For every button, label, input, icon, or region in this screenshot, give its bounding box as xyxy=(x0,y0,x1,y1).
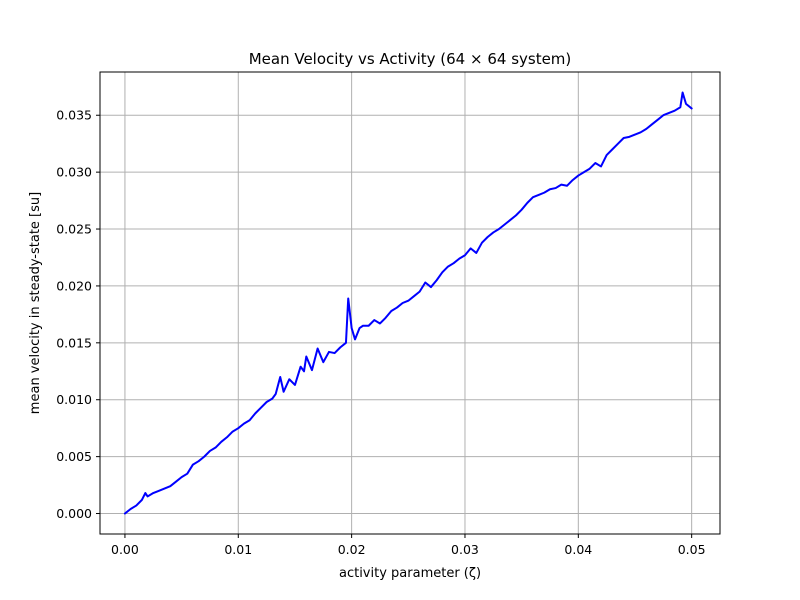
x-tick-label: 0.03 xyxy=(451,542,479,557)
y-tick-label: 0.015 xyxy=(56,335,92,350)
y-tick-label: 0.025 xyxy=(56,222,92,237)
y-tick-label: 0.000 xyxy=(56,506,92,521)
chart-title: Mean Velocity vs Activity (64 × 64 syste… xyxy=(249,50,572,68)
x-tick-label: 0.00 xyxy=(111,542,139,557)
y-tick-label: 0.020 xyxy=(56,278,92,293)
series-layer xyxy=(123,91,693,515)
y-tick-label: 0.035 xyxy=(56,108,92,123)
series-line xyxy=(123,91,693,515)
x-tick-label: 0.01 xyxy=(224,542,252,557)
x-tick-label: 0.04 xyxy=(564,542,592,557)
y-axis-label: mean velocity in steady-state [su] xyxy=(28,192,43,414)
y-tick-label: 0.005 xyxy=(56,449,92,464)
axis-ticks: 0.00 0.01 0.02 0.03 0.04 0.05 0.000 0.005 0.010 0… xyxy=(56,108,705,557)
y-tick-label: 0.030 xyxy=(56,165,92,180)
grid xyxy=(100,72,720,534)
x-axis-label: activity parameter (ζ) xyxy=(339,566,481,581)
x-tick-label: 0.02 xyxy=(338,542,366,557)
y-tick-label: 0.010 xyxy=(56,392,92,407)
plot-frame xyxy=(99,71,721,535)
x-tick-label: 0.05 xyxy=(678,542,706,557)
